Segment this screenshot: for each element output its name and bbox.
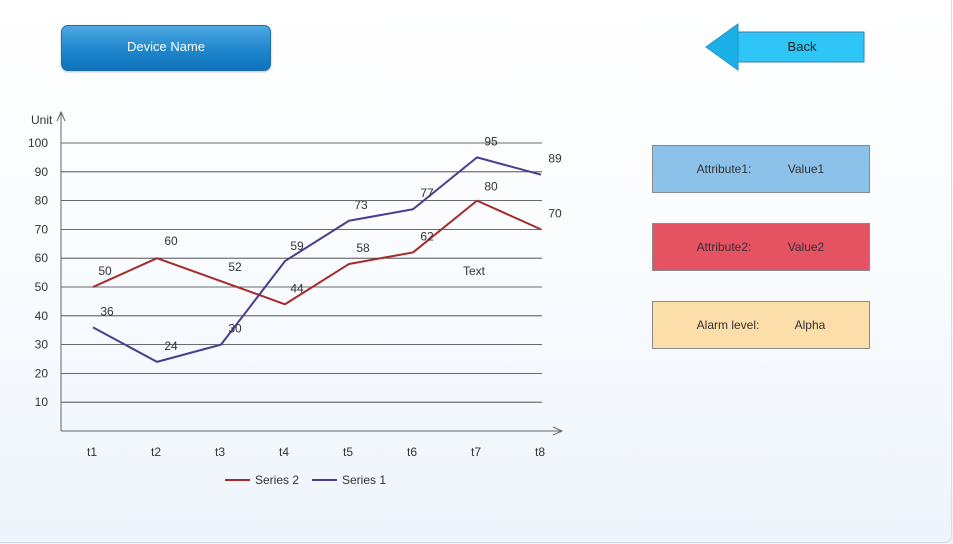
- x-tick-label: t3: [215, 445, 225, 459]
- attribute2-key: Attribute2:: [696, 240, 752, 254]
- alarm-level-value: Alpha: [794, 318, 826, 332]
- y-tick-label: 80: [35, 194, 49, 208]
- data-label: 44: [290, 281, 304, 295]
- data-label: 30: [228, 322, 242, 336]
- y-tick-label: 100: [28, 136, 48, 150]
- back-arrow-icon: [705, 23, 865, 71]
- x-tick-label: t2: [151, 445, 161, 459]
- y-axis-label: Unit: [31, 113, 53, 127]
- y-tick-label: 50: [35, 280, 49, 294]
- alarm-level-panel: Alarm level: Alpha: [652, 301, 870, 349]
- x-tick-label: t8: [535, 445, 545, 459]
- y-axis-arrow: [56, 110, 66, 122]
- data-label: 62: [420, 229, 434, 243]
- y-tick-label: 90: [35, 165, 49, 179]
- y-tick-label: 40: [35, 309, 49, 323]
- x-tick-label: t1: [87, 445, 97, 459]
- y-tick-label: 10: [35, 395, 49, 409]
- attribute1-value: Value1: [787, 162, 825, 176]
- chart-annotation: Text: [463, 264, 486, 278]
- y-tick-label: 60: [35, 251, 49, 265]
- back-button[interactable]: Back: [705, 23, 867, 72]
- data-label: 70: [548, 206, 562, 220]
- back-label: Back: [787, 39, 817, 54]
- data-label: 58: [356, 241, 370, 255]
- device-name-button[interactable]: Device Name: [61, 25, 271, 71]
- y-tick-label: 20: [35, 366, 49, 380]
- attribute2-value: Value2: [787, 240, 825, 254]
- data-label: 24: [164, 339, 178, 353]
- x-axis-arrow: [552, 426, 564, 436]
- x-tick-label: t7: [471, 445, 481, 459]
- alarm-level-key: Alarm level:: [696, 318, 760, 332]
- x-tick-label: t4: [279, 445, 289, 459]
- attribute1-key: Attribute1:: [696, 162, 752, 176]
- data-label: 52: [228, 260, 242, 274]
- data-label: 59: [290, 239, 304, 253]
- legend-label: Series 2: [255, 473, 299, 487]
- x-tick-label: t6: [407, 445, 417, 459]
- y-tick-label: 70: [35, 222, 49, 236]
- data-label: 89: [548, 152, 562, 166]
- series-line: [92, 199, 542, 306]
- data-label: 50: [98, 264, 112, 278]
- attribute1-panel: Attribute1: Value1: [652, 145, 870, 193]
- series-line: [92, 156, 542, 363]
- data-label: 73: [354, 198, 368, 212]
- x-tick-label: t5: [343, 445, 353, 459]
- y-tick-label: 30: [35, 338, 49, 352]
- data-label: 95: [484, 134, 498, 148]
- data-label: 36: [100, 304, 114, 318]
- legend-label: Series 1: [342, 473, 386, 487]
- data-label: 80: [484, 180, 498, 194]
- data-label: 77: [420, 186, 434, 200]
- attribute2-panel: Attribute2: Value2: [652, 223, 870, 271]
- data-label: 60: [164, 234, 178, 248]
